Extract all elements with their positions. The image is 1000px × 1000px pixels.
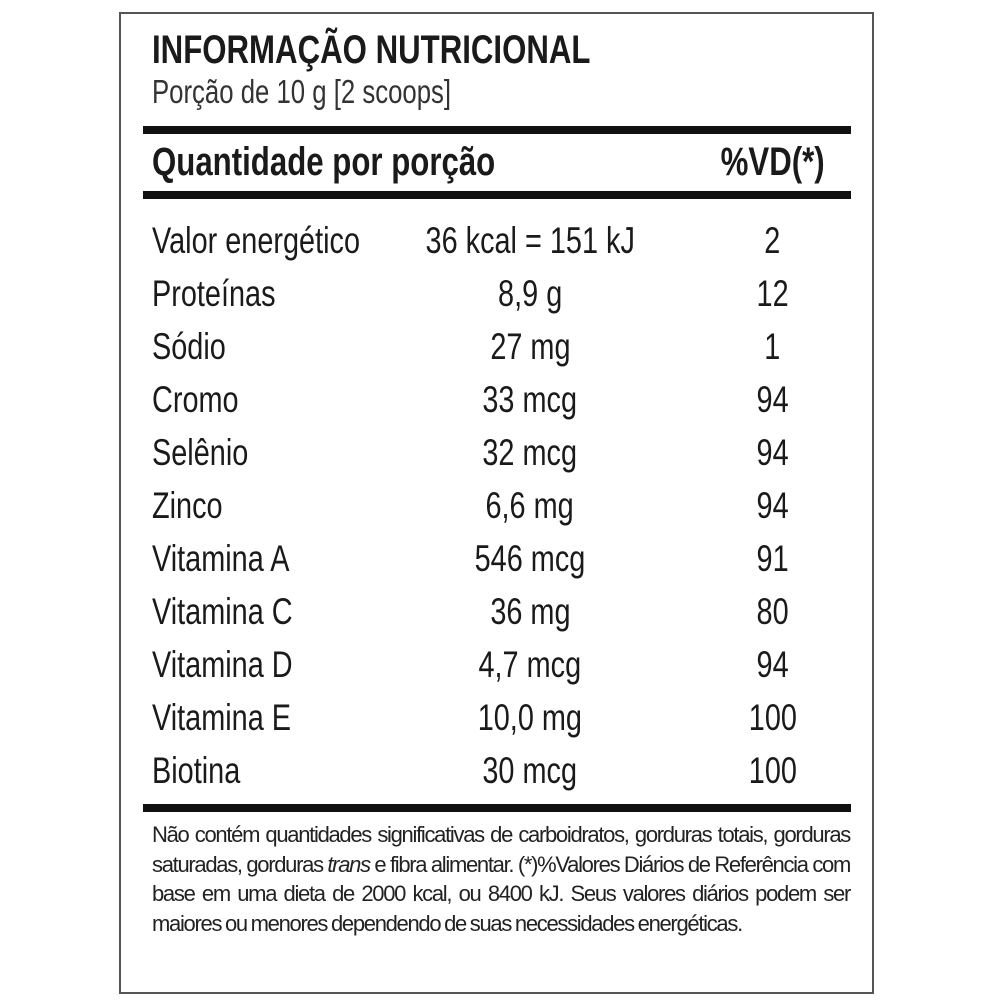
nutrient-name-text: Biotina <box>152 750 241 791</box>
table-row: Valor energético 36 kcal = 151 kJ 2 <box>0 214 1000 267</box>
serving-text: Porção de 10 g [2 scoops] <box>152 73 452 110</box>
header-quantity: Quantidade por porção <box>152 140 592 185</box>
nutrient-amount: 4,7 mcg <box>380 638 680 691</box>
nutrient-dv: 91 <box>700 532 845 585</box>
nutrient-name: Cromo <box>152 373 263 426</box>
nutrient-amount: 33 mcg <box>380 373 680 426</box>
nutrient-name: Sódio <box>152 320 247 373</box>
nutrient-dv: 12 <box>700 267 845 320</box>
table-row: Sódio 27 mg 1 <box>0 320 1000 373</box>
table-row: Vitamina A 546 mcg 91 <box>0 532 1000 585</box>
nutrition-label-frame <box>119 12 874 994</box>
nutrient-name: Valor energético <box>152 214 419 267</box>
nutrient-name: Selênio <box>152 426 275 479</box>
nutrient-dv: 80 <box>700 585 845 638</box>
nutrient-amount-text: 6,6 mg <box>485 485 575 526</box>
divider-header <box>143 191 851 199</box>
header-quantity-text: Quantidade por porção <box>152 140 496 184</box>
nutrient-name: Zinco <box>152 479 242 532</box>
nutrient-dv-text: 94 <box>756 379 789 420</box>
nutrient-amount: 8,9 g <box>380 267 680 320</box>
nutrient-amount: 36 kcal = 151 kJ <box>380 214 680 267</box>
nutrient-dv: 94 <box>700 479 845 532</box>
table-row: Vitamina E 10,0 mg 100 <box>0 691 1000 744</box>
nutrient-amount-text: 10,0 mg <box>477 697 583 738</box>
header-dv: %VD(*) <box>700 140 845 185</box>
nutrient-name: Proteínas <box>152 267 310 320</box>
nutrient-dv: 100 <box>700 691 845 744</box>
table-row: Selênio 32 mcg 94 <box>0 426 1000 479</box>
nutrient-dv-text: 91 <box>756 538 789 579</box>
nutrient-amount-text: 4,7 mcg <box>478 644 582 685</box>
nutrient-dv: 94 <box>700 638 845 691</box>
nutrient-name: Vitamina A <box>152 532 328 585</box>
nutrient-name-text: Zinco <box>152 485 223 526</box>
divider-bottom <box>143 804 851 812</box>
nutrient-amount: 36 mg <box>380 585 680 638</box>
nutrient-amount-text: 546 mcg <box>474 538 586 579</box>
nutrient-amount: 30 mcg <box>380 744 680 797</box>
nutrient-amount: 27 mg <box>380 320 680 373</box>
nutrient-name: Biotina <box>152 744 265 797</box>
nutrient-name: Vitamina C <box>152 585 332 638</box>
nutrient-dv-text: 94 <box>756 485 789 526</box>
nutrient-name: Vitamina D <box>152 638 332 691</box>
nutrient-dv: 100 <box>700 744 845 797</box>
footnote-text-2: e fibra alimentar. (*)%Valores Diários d… <box>152 851 851 936</box>
nutrient-name-text: Valor energético <box>152 220 361 261</box>
nutrient-name-text: Sódio <box>152 326 226 367</box>
nutrient-amount-text: 32 mcg <box>482 432 578 473</box>
nutrient-dv-text: 12 <box>756 273 789 314</box>
nutrient-dv: 94 <box>700 426 845 479</box>
title-text: INFORMAÇÃO NUTRICIONAL <box>152 28 591 72</box>
nutrient-dv-text: 2 <box>764 220 781 261</box>
label-title: INFORMAÇÃO NUTRICIONAL <box>152 28 714 73</box>
nutrient-amount: 32 mcg <box>380 426 680 479</box>
nutrient-amount-text: 36 mg <box>489 591 571 632</box>
nutrient-dv-text: 1 <box>764 326 781 367</box>
nutrient-amount-text: 30 mcg <box>482 750 578 791</box>
serving-size: Porção de 10 g [2 scoops] <box>152 73 535 111</box>
table-row: Vitamina C 36 mg 80 <box>0 585 1000 638</box>
nutrient-amount-text: 27 mg <box>489 326 571 367</box>
nutrient-amount-text: 33 mcg <box>482 379 578 420</box>
nutrient-dv: 1 <box>700 320 845 373</box>
nutrient-dv: 94 <box>700 373 845 426</box>
nutrient-amount-text: 8,9 g <box>497 273 563 314</box>
table-row: Cromo 33 mcg 94 <box>0 373 1000 426</box>
nutrient-name-text: Selênio <box>152 432 249 473</box>
nutrient-name-text: Proteínas <box>152 273 276 314</box>
header-dv-text: %VD(*) <box>720 140 825 184</box>
nutrient-name-text: Vitamina D <box>152 644 293 685</box>
nutrient-dv-text: 100 <box>748 750 797 791</box>
nutrient-name-text: Vitamina C <box>152 591 293 632</box>
table-row: Proteínas 8,9 g 12 <box>0 267 1000 320</box>
nutrient-name-text: Vitamina E <box>152 697 292 738</box>
footnote-text-1: Não contém quantidades significativas de… <box>152 822 851 877</box>
nutrient-dv-text: 94 <box>756 644 789 685</box>
nutrient-amount-text: 36 kcal = 151 kJ <box>425 220 635 261</box>
nutrient-dv-text: 80 <box>756 591 789 632</box>
footnote-italic: trans <box>327 851 371 877</box>
nutrient-dv: 2 <box>700 214 845 267</box>
table-row: Vitamina D 4,7 mcg 94 <box>0 638 1000 691</box>
divider-top <box>143 126 851 134</box>
table-row: Biotina 30 mcg 100 <box>0 744 1000 797</box>
nutrient-amount: 10,0 mg <box>380 691 680 744</box>
table-row: Zinco 6,6 mg 94 <box>0 479 1000 532</box>
nutrient-name-text: Vitamina A <box>152 538 290 579</box>
footnote: Não contém quantidades significativas de… <box>152 820 851 938</box>
nutrient-name: Vitamina E <box>152 691 330 744</box>
nutrient-name-text: Cromo <box>152 379 239 420</box>
nutrient-amount: 546 mcg <box>380 532 680 585</box>
nutrient-amount: 6,6 mg <box>380 479 680 532</box>
nutrient-dv-text: 100 <box>748 697 797 738</box>
nutrient-dv-text: 94 <box>756 432 789 473</box>
